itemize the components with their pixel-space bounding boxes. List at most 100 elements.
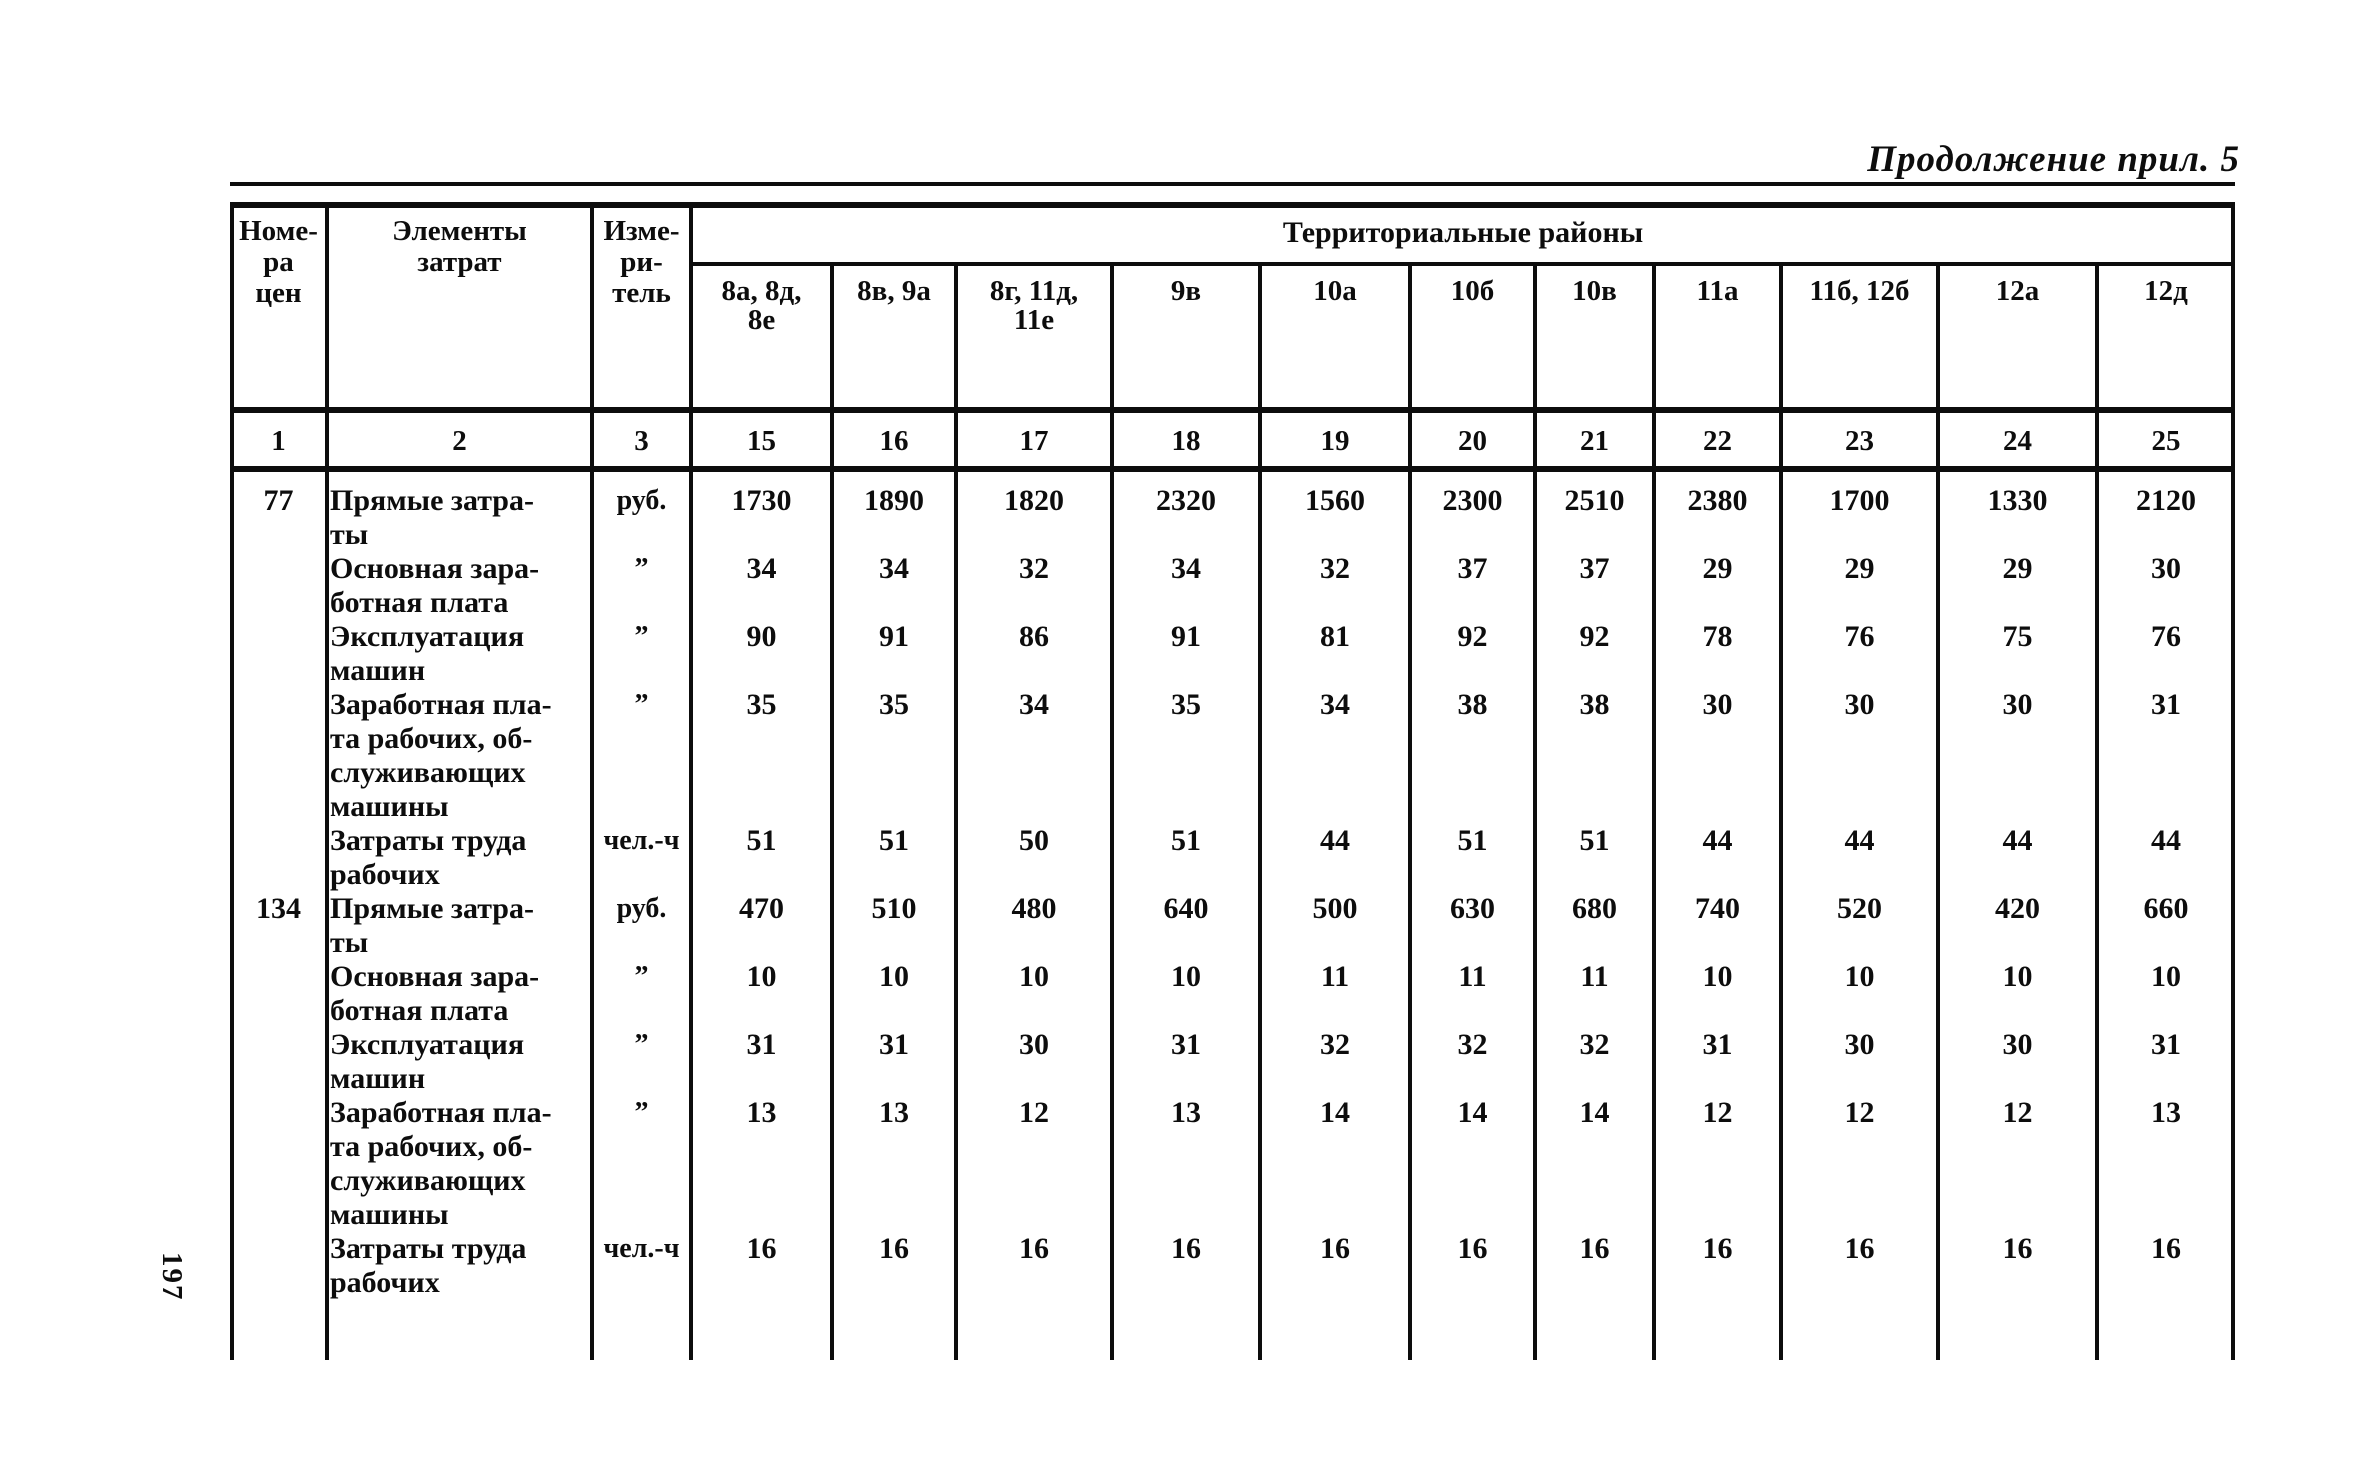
value-cell: 14	[1457, 1096, 1488, 1129]
district-header: 8г, 11д, 11е	[989, 275, 1079, 336]
value-cell: 420	[1995, 892, 2040, 925]
value-cell: 16	[2002, 1232, 2033, 1265]
value-cell: 37	[1579, 552, 1610, 585]
value-cell: 16	[1320, 1232, 1350, 1265]
unit-cell: ”	[634, 553, 649, 584]
value-cell: 32	[1457, 1028, 1488, 1061]
value-cell: 11	[1580, 960, 1609, 993]
value-cell: 11	[1458, 960, 1487, 993]
cost-table: Номе- ра цен Элементы затрат Изме- ри- т…	[230, 182, 2235, 1360]
unit-cell: руб.	[616, 893, 667, 924]
column-rule	[590, 202, 594, 1360]
value-cell: 510	[871, 892, 917, 925]
value-cell: 12	[2002, 1096, 2033, 1129]
cost-element-label: Прямые затра- ты	[330, 892, 534, 959]
table-top-rule-outer	[230, 182, 2235, 186]
value-cell: 1730	[731, 484, 792, 517]
value-cell: 35	[1171, 688, 1201, 721]
value-cell: 38	[1457, 688, 1488, 721]
column-rule	[230, 202, 234, 1360]
header-bottom-rule	[230, 407, 2235, 413]
cost-element-label: Основная зара- ботная плата	[330, 960, 540, 1027]
column-rule	[1779, 262, 1783, 1360]
value-cell: 31	[2151, 688, 2181, 721]
cost-element-label: Затраты труда рабочих	[330, 1232, 527, 1299]
header-price-numbers: Номе- ра цен	[239, 215, 318, 309]
column-number: 20	[1458, 424, 1487, 457]
numbering-bottom-rule	[230, 466, 2235, 472]
unit-cell: ”	[634, 1097, 649, 1128]
value-cell: 44	[1702, 824, 1733, 857]
value-cell: 31	[879, 1028, 909, 1061]
column-rule	[325, 202, 329, 1360]
value-cell: 31	[1171, 1028, 1201, 1061]
value-cell: 1890	[864, 484, 924, 517]
value-cell: 44	[1844, 824, 1875, 857]
value-cell: 32	[1320, 552, 1350, 585]
value-cell: 680	[1572, 892, 1617, 925]
price-number: 134	[256, 892, 301, 925]
value-cell: 12	[1844, 1096, 1875, 1129]
value-cell: 16	[2151, 1232, 2181, 1265]
district-header: 10а	[1313, 275, 1357, 307]
value-cell: 32	[1579, 1028, 1610, 1061]
value-cell: 76	[1844, 620, 1875, 653]
column-number: 15	[747, 424, 776, 457]
cost-element-label: Основная зара- ботная плата	[330, 552, 540, 619]
header-unit: Изме- ри- тель	[603, 215, 680, 309]
value-cell: 81	[1320, 620, 1350, 653]
column-rule	[2231, 202, 2235, 1360]
value-cell: 30	[2151, 552, 2181, 585]
value-cell: 75	[2002, 620, 2033, 653]
value-cell: 34	[746, 552, 777, 585]
value-cell: 91	[879, 620, 909, 653]
value-cell: 16	[1579, 1232, 1610, 1265]
value-cell: 2510	[1564, 484, 1625, 517]
value-cell: 1330	[1987, 484, 2048, 517]
table-top-rule-inner	[230, 202, 2235, 208]
value-cell: 16	[1844, 1232, 1875, 1265]
value-cell: 90	[746, 620, 777, 653]
unit-cell: руб.	[616, 485, 667, 516]
header-territorial-districts: Территориальные районы	[1282, 215, 1644, 249]
value-cell: 16	[1702, 1232, 1733, 1265]
value-cell: 30	[2002, 688, 2033, 721]
column-number: 18	[1171, 424, 1201, 457]
value-cell: 86	[1019, 620, 1049, 653]
column-rule	[830, 262, 834, 1360]
cost-element-label: Эксплуатация машин	[330, 620, 525, 687]
district-header: 12а	[1995, 275, 2040, 307]
header-cost-elements: Элементы затрат	[392, 215, 527, 278]
value-cell: 30	[1844, 1028, 1875, 1061]
value-cell: 16	[746, 1232, 777, 1265]
value-cell: 660	[2143, 892, 2189, 925]
cost-element-label: Затраты труда рабочих	[330, 824, 527, 891]
value-cell: 16	[1457, 1232, 1488, 1265]
value-cell: 51	[1457, 824, 1488, 857]
value-cell: 2380	[1687, 484, 1748, 517]
cost-element-label: Заработная пла- та рабочих, об- служиваю…	[330, 688, 552, 823]
value-cell: 14	[1579, 1096, 1610, 1129]
district-header: 10б	[1450, 275, 1495, 307]
value-cell: 10	[2151, 960, 2181, 993]
value-cell: 34	[1171, 552, 1201, 585]
value-cell: 16	[1171, 1232, 1201, 1265]
value-cell: 2120	[2136, 484, 2196, 517]
price-number: 77	[263, 484, 294, 517]
value-cell: 10	[1019, 960, 1049, 993]
value-cell: 44	[2151, 824, 2181, 857]
value-cell: 91	[1171, 620, 1201, 653]
unit-cell: чел.-ч	[603, 825, 680, 856]
column-number: 3	[634, 424, 649, 457]
column-rule	[1408, 262, 1412, 1360]
value-cell: 44	[1320, 824, 1350, 857]
value-cell: 31	[1702, 1028, 1733, 1061]
unit-cell: ”	[634, 1029, 649, 1060]
value-cell: 34	[1320, 688, 1350, 721]
value-cell: 12	[1702, 1096, 1733, 1129]
column-number: 1	[271, 424, 286, 457]
value-cell: 520	[1837, 892, 1882, 925]
value-cell: 29	[1702, 552, 1733, 585]
value-cell: 51	[879, 824, 909, 857]
